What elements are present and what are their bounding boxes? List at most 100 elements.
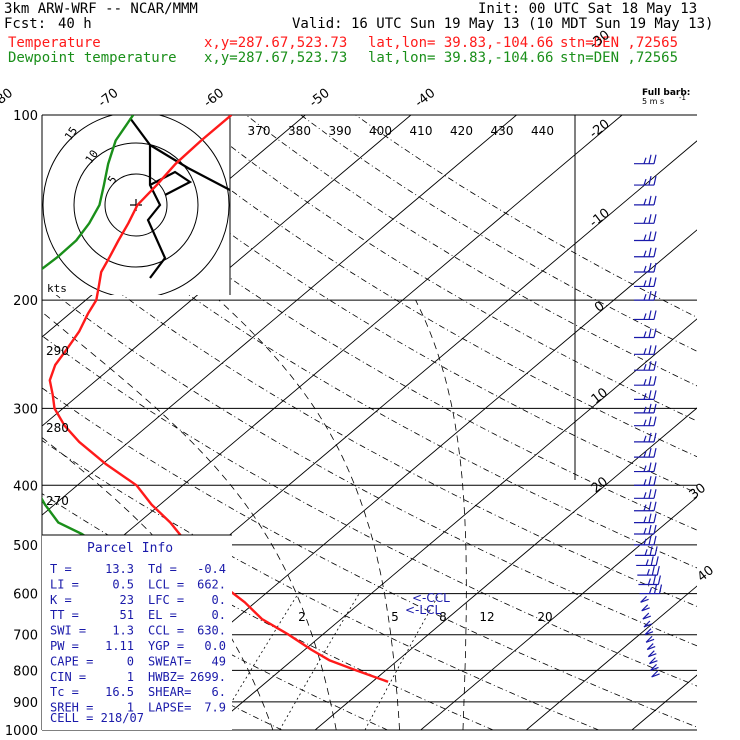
parcel-row-value1: 1: [127, 670, 134, 684]
moist-adiabat: [42, 436, 274, 730]
dewpoint-xy: x,y=287.67,523.73: [204, 50, 348, 66]
temperature-legend: Temperature: [8, 35, 101, 51]
dewpoint-station: stn=DEN ,72565: [560, 50, 679, 66]
parcel-cell: CELL = 218/07: [50, 711, 144, 725]
isotherm-label: 30: [687, 481, 709, 503]
ccl-marker: <-CCL: [412, 591, 450, 605]
dry-adiabat: [42, 493, 494, 730]
barb-legend-sup: -1: [679, 94, 686, 102]
isotherm-line: [42, 115, 517, 516]
parcel-row-key1: SWI =: [50, 624, 86, 638]
hodograph-units: kts: [47, 282, 67, 295]
dewpoint-latlon: lat,lon= 39.83,-104.66: [368, 50, 554, 66]
parcel-row-key2: SHEAR=: [148, 685, 191, 699]
mixing-ratio-label: 2: [298, 610, 306, 624]
wind-barb: [634, 416, 657, 427]
wind-barb: [634, 345, 657, 355]
parcel-row-value2: 0.: [212, 608, 226, 622]
pressure-tick-label: 200: [13, 294, 38, 309]
parcel-row-value1: 1: [127, 701, 134, 715]
wind-barb: [634, 489, 657, 499]
wind-barb: [634, 513, 657, 524]
wind-barb: [634, 535, 657, 546]
theta-e-label: 390: [329, 124, 352, 138]
wind-barb: [641, 604, 650, 612]
pressure-tick-label: 700: [13, 629, 38, 644]
dry-adiabat: [42, 231, 697, 607]
parcel-row-key2: CCL =: [148, 624, 184, 638]
parcel-row-value1: 23: [120, 593, 134, 607]
isotherm-label: -30: [587, 28, 613, 53]
wind-barb: [643, 620, 653, 628]
wind-barb: [647, 650, 657, 658]
mixing-ratio-label: 5: [391, 610, 399, 624]
hodograph-ring: [42, 115, 230, 295]
parcel-row-key1: T =: [50, 562, 72, 576]
parcel-row-value2: -0.4: [197, 562, 226, 576]
wind-barb: [634, 447, 657, 458]
moist-adiabat: [415, 299, 467, 730]
wind-barb: [642, 612, 652, 620]
parcel-row-key2: SWEAT=: [148, 654, 191, 668]
pressure-tick-label: 500: [13, 539, 38, 554]
forecast-hours: 40 h: [58, 16, 92, 32]
isotherm-line: [420, 496, 697, 730]
parcel-row-value2: 49: [212, 654, 226, 668]
parcel-row-key2: YGP =: [148, 639, 184, 653]
wind-barb: [646, 643, 656, 651]
parcel-row-value2: 630.: [197, 624, 226, 638]
isotherm-label: 10: [589, 385, 611, 407]
parcel-row-value2: 0.: [212, 593, 226, 607]
theta-e-label: 410: [410, 124, 433, 138]
wind-barb: [634, 432, 657, 443]
wind-barb: [638, 575, 661, 586]
wind-barb: [648, 657, 658, 665]
isotherm-line: [42, 115, 412, 427]
dewpoint-legend: Dewpoint temperature: [8, 50, 177, 66]
mixing-ratio-label: 8: [439, 610, 447, 624]
parcel-row-key2: LCL =: [148, 577, 184, 591]
parcel-row-key1: LI =: [50, 577, 79, 591]
isotherm-label: 40: [695, 563, 717, 585]
wind-barb: [634, 195, 657, 206]
wind-barb: [634, 390, 657, 400]
mixing-ratio-line: [279, 593, 360, 730]
wind-barb: [634, 262, 657, 273]
dry-adiabat: [245, 115, 697, 387]
wind-barb: [634, 361, 657, 371]
parcel-row-key1: SREH =: [50, 701, 93, 715]
parcel-row-key1: Tc =: [50, 685, 79, 699]
theta-e-label: 440: [531, 124, 554, 138]
hodograph-trace: [149, 144, 230, 191]
pressure-tick-label: 300: [13, 402, 38, 417]
barb-legend-line1: Full barb:: [642, 88, 690, 98]
parcel-row-key1: K =: [50, 593, 72, 607]
pressure-tick-label: 1000: [5, 724, 38, 739]
pressure-tick-label: 400: [13, 479, 38, 494]
isotherm-label: -80: [0, 86, 16, 111]
isotherm-line: [314, 407, 697, 730]
dry-adiabat: [300, 115, 697, 352]
wind-barb: [634, 476, 657, 486]
dry-adiabat: [42, 128, 697, 531]
theta-e-label: 370: [248, 124, 271, 138]
wind-barb: [645, 635, 655, 643]
wind-barb: [639, 584, 663, 595]
wind-barb: [650, 663, 659, 671]
parcel-info-panel: Parcel Info T = 13.3 Td = -0.4 LI = 0.5 LCL = 6…: [42, 534, 232, 730]
wind-barb: [651, 670, 660, 678]
moist-adiabat: [42, 311, 337, 730]
wind-barb: [634, 376, 657, 386]
parcel-row-value1: 13.3: [105, 562, 134, 576]
hodograph-ring-label: 15: [62, 124, 80, 142]
isotherm-label: -60: [201, 86, 227, 111]
temperature-profile: [48, 115, 389, 683]
pressure-tick-label: 100: [13, 109, 38, 124]
theta-e-label: 420: [450, 124, 473, 138]
hodograph-ring: [104, 173, 168, 237]
parcel-row-key2: LFC =: [148, 593, 184, 607]
parcel-row-value1: 51: [120, 608, 134, 622]
wind-barb: [634, 154, 657, 165]
theta-label: 280: [46, 421, 69, 435]
wind-barb: [634, 462, 657, 473]
